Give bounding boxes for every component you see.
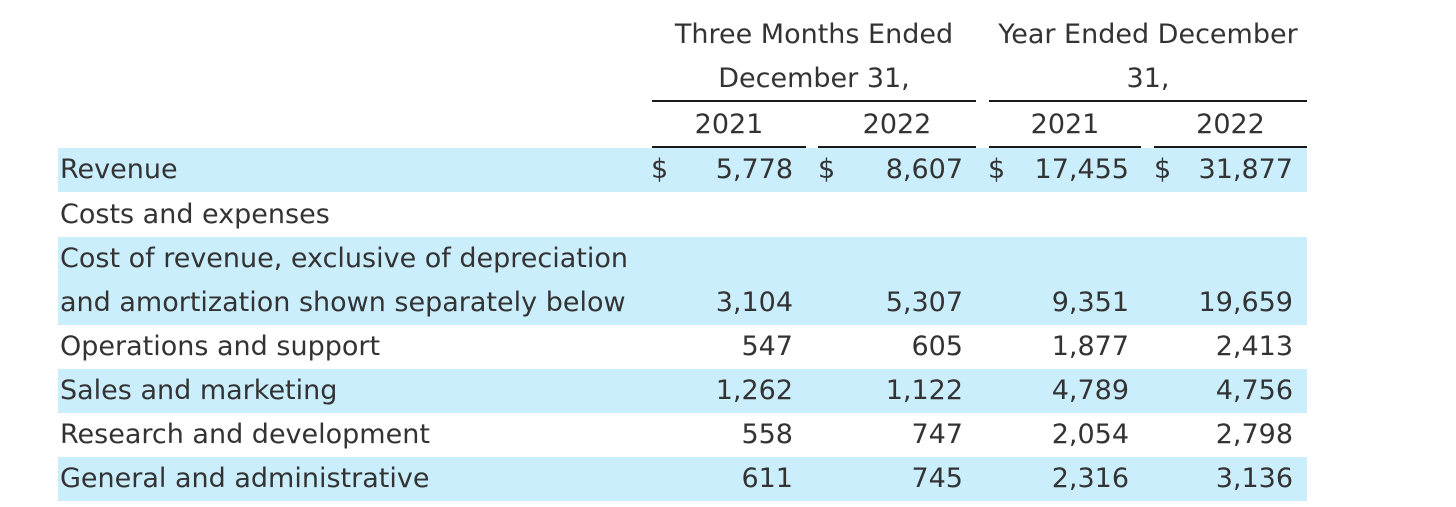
- cell-revenue-q2021: 5,778: [715, 154, 793, 185]
- cell-research-q2022: 747: [911, 419, 963, 450]
- cell-research-q2021: 558: [741, 419, 793, 450]
- header-rule-three-months: [652, 100, 976, 102]
- row-band-cost-of-revenue: [58, 237, 1307, 325]
- year-header-q-2022: 2022: [862, 109, 932, 140]
- row-band-sales-marketing: [58, 369, 1307, 413]
- header-rule-year-ended: [989, 100, 1307, 102]
- row-label-operations-support: Operations and support: [60, 331, 381, 362]
- cell-general-q2021: 611: [741, 463, 793, 494]
- cell-sales-y2022: 4,756: [1215, 375, 1293, 406]
- header-three-months-line1: Three Months Ended: [674, 19, 954, 50]
- year-rule-y-2021: [989, 146, 1141, 148]
- currency-symbol: $: [1154, 154, 1172, 185]
- cell-operations-y2021: 1,877: [1051, 331, 1129, 362]
- cell-sales-y2021: 4,789: [1051, 375, 1129, 406]
- cell-general-y2021: 2,316: [1051, 463, 1129, 494]
- cell-general-q2022: 745: [911, 463, 963, 494]
- row-label-cost-of-revenue-line1: Cost of revenue, exclusive of depreciati…: [60, 243, 628, 274]
- row-label-research-development: Research and development: [60, 419, 430, 450]
- cell-research-y2021: 2,054: [1051, 419, 1129, 450]
- year-rule-y-2022: [1154, 146, 1307, 148]
- cell-revenue-q2022: 8,607: [885, 154, 963, 185]
- cell-operations-q2021: 547: [741, 331, 793, 362]
- year-header-y-2021: 2021: [1030, 109, 1100, 140]
- year-header-y-2022: 2022: [1196, 109, 1265, 140]
- cell-cost-of-revenue-y2022: 19,659: [1198, 287, 1293, 318]
- cell-cost-of-revenue-q2021: 3,104: [715, 287, 793, 318]
- cell-revenue-y2022: 31,877: [1198, 154, 1293, 185]
- header-three-months-line2: December 31,: [718, 63, 910, 94]
- cell-revenue-y2021: 17,455: [1034, 154, 1129, 185]
- year-rule-q-2021: [652, 146, 806, 148]
- header-year-ended-line2: 31,: [1126, 63, 1170, 94]
- currency-symbol: $: [818, 154, 836, 185]
- currency-symbol: $: [651, 154, 669, 185]
- cell-operations-q2022: 605: [911, 331, 963, 362]
- cell-cost-of-revenue-q2022: 5,307: [885, 287, 963, 318]
- cell-sales-q2022: 1,122: [885, 375, 963, 406]
- cell-research-y2022: 2,798: [1215, 419, 1293, 450]
- row-label-revenue: Revenue: [60, 154, 178, 185]
- header-year-ended-line1: Year Ended December: [998, 19, 1298, 50]
- row-label-sales-marketing: Sales and marketing: [60, 375, 338, 406]
- cell-operations-y2022: 2,413: [1215, 331, 1293, 362]
- row-band-revenue: [58, 148, 1307, 192]
- currency-symbol: $: [988, 154, 1006, 185]
- cell-general-y2022: 3,136: [1215, 463, 1293, 494]
- row-band-general-admin: [58, 457, 1307, 501]
- row-label-cost-of-revenue-line2: and amortization shown separately below: [60, 287, 626, 318]
- year-header-q-2021: 2021: [694, 109, 764, 140]
- cell-sales-q2021: 1,262: [715, 375, 793, 406]
- cell-cost-of-revenue-y2021: 9,351: [1051, 287, 1129, 318]
- year-rule-q-2022: [818, 146, 976, 148]
- row-label-costs-and-expenses: Costs and expenses: [60, 199, 330, 230]
- row-label-general-admin: General and administrative: [60, 463, 430, 494]
